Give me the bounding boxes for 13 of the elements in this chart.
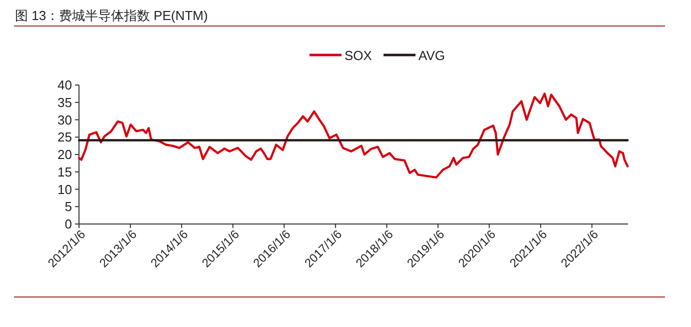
y-tick-label: 10: [58, 182, 72, 197]
legend-label: AVG: [418, 48, 445, 63]
y-tick-label: 5: [64, 199, 72, 214]
line-series: [78, 92, 629, 179]
y-tick-label: 0: [64, 216, 72, 232]
chart-title: 图 13：费城半导体指数 PE(NTM): [15, 8, 208, 23]
legend-label: SOX: [344, 48, 372, 63]
y-tick-label: 25: [58, 130, 72, 145]
y-tick-label: 40: [58, 78, 72, 93]
y-tick-label: 35: [58, 94, 72, 110]
y-tick-label: 15: [58, 164, 72, 180]
y-tick-label: 30: [58, 112, 72, 128]
y-tick-label: 20: [58, 147, 72, 162]
